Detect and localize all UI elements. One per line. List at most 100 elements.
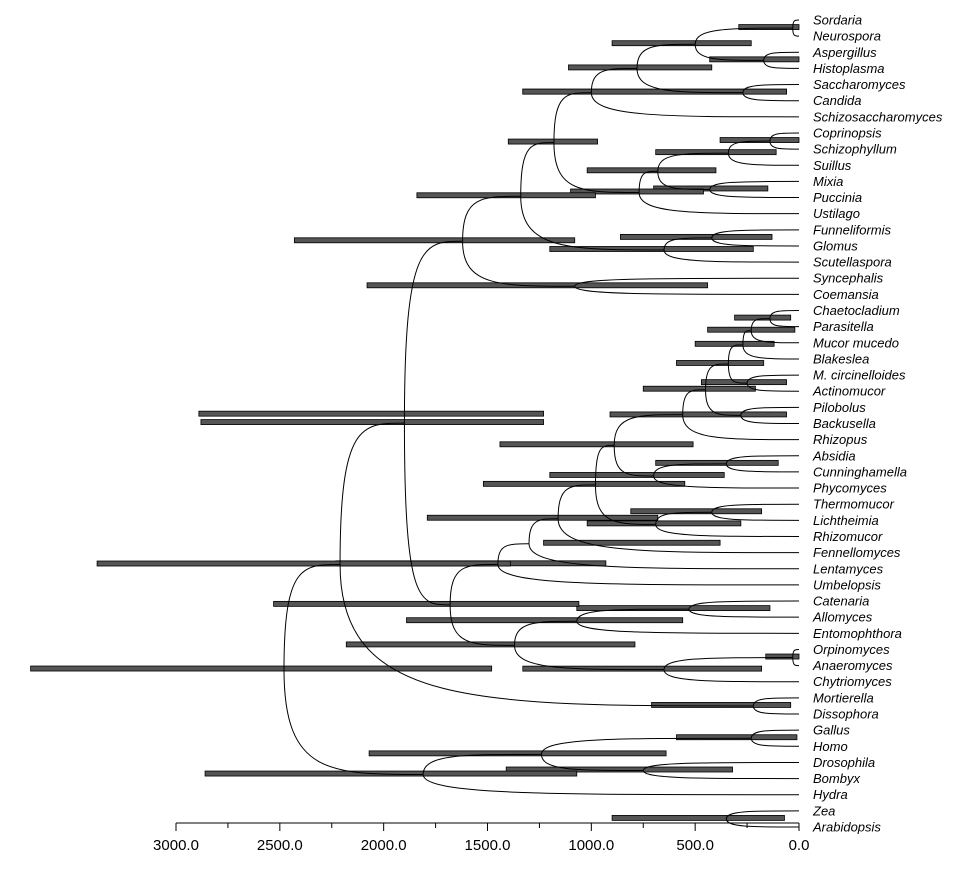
ci-bar-n27 xyxy=(549,472,725,478)
ci-bar-n17 xyxy=(293,237,576,244)
ci-bar-n2 xyxy=(709,56,800,63)
branch-n46-1 xyxy=(540,737,752,755)
branch-n38-2 xyxy=(663,669,800,683)
branch-n36-1 xyxy=(576,608,689,622)
ci-bar-n13 xyxy=(620,233,773,240)
taxon-label: Allomyces xyxy=(812,610,873,625)
ci-bar-n38 xyxy=(522,665,763,672)
taxon-label: Anaeromyces xyxy=(812,658,893,673)
branch-n47-1 xyxy=(422,753,542,775)
branch-n28-2 xyxy=(613,445,654,477)
branch-n1-1 xyxy=(792,19,800,29)
taxon-label: Rhizomucor xyxy=(813,529,883,544)
branch-n43-2 xyxy=(339,564,754,707)
branch-n10-2 xyxy=(657,171,710,190)
branch-n8-2 xyxy=(727,153,800,166)
branch-n39-2 xyxy=(514,645,665,671)
ci-bar-n26 xyxy=(655,459,779,466)
x-tick-label: 1000.0 xyxy=(568,837,614,854)
ci-bar-n8 xyxy=(655,149,777,156)
branch-n30-2 xyxy=(655,524,800,537)
ci-bar-n16 xyxy=(366,282,709,289)
taxon-label: Gallus xyxy=(813,723,850,738)
branch-n13-2 xyxy=(711,237,800,247)
branch-n32-2 xyxy=(557,518,800,554)
branch-n32-1 xyxy=(557,484,596,519)
branch-n2-2 xyxy=(763,60,800,69)
ci-bar-n9 xyxy=(653,185,769,192)
branch-n31-2 xyxy=(594,484,656,525)
branch-n4-2 xyxy=(742,92,800,102)
branch-n15-1 xyxy=(520,142,554,197)
taxon-label: Rhizopus xyxy=(813,432,868,447)
branch-n47-2 xyxy=(422,774,800,796)
taxon-label: Chytriomyces xyxy=(813,674,892,689)
taxon-label: Phycomyces xyxy=(813,481,887,496)
taxon-label: Lentamyces xyxy=(813,561,884,576)
branch-n44-2 xyxy=(750,738,800,747)
ci-bar-n47 xyxy=(204,770,578,777)
taxon-label: Puccinia xyxy=(813,190,862,205)
taxon-label: Saccharomyces xyxy=(813,77,906,92)
branch-n25-2 xyxy=(682,414,800,441)
taxon-label: Orpinomyces xyxy=(813,642,890,657)
branch-n23-1 xyxy=(740,406,800,416)
ci-bar-n32 xyxy=(426,514,659,521)
ci-bar-n48 xyxy=(30,665,493,672)
taxon-label: Aspergillus xyxy=(812,45,877,60)
taxon-label: Backusella xyxy=(813,416,876,431)
taxon-label: Candida xyxy=(813,93,861,108)
branch-n20-2 xyxy=(742,344,800,360)
taxon-label: Absidia xyxy=(812,448,856,463)
branch-n10-1 xyxy=(657,152,729,172)
branch-n17-2 xyxy=(462,241,575,287)
branch-n16-2 xyxy=(574,286,800,295)
branch-n3-1 xyxy=(694,27,793,45)
branch-n7-1 xyxy=(769,132,800,142)
ci-bar-n11 xyxy=(570,188,704,195)
taxon-label: Entomophthora xyxy=(813,626,902,641)
ci-bar-n24 xyxy=(642,385,756,392)
ci-bar-n12 xyxy=(507,138,598,145)
taxon-label: Fennellomyces xyxy=(813,545,901,560)
branch-n46-2 xyxy=(540,754,644,772)
taxon-label: Blakeslea xyxy=(813,351,869,366)
branch-n20-1 xyxy=(742,330,752,345)
x-tick-label: 2500.0 xyxy=(257,837,303,854)
branch-n29-2 xyxy=(711,512,800,521)
ci-bar-n28 xyxy=(499,441,694,448)
branch-n2-1 xyxy=(763,51,800,61)
ci-bar-n31 xyxy=(482,480,686,487)
branch-n42-1 xyxy=(752,697,800,707)
x-tick-label: 500.0 xyxy=(676,837,714,854)
ci-bar-n25 xyxy=(198,410,544,417)
confidence-bars xyxy=(30,24,800,821)
branch-n37-2 xyxy=(792,657,800,667)
taxon-label: Drosophila xyxy=(813,755,875,770)
branch-n36-2 xyxy=(576,621,800,634)
taxon-label: Umbelopsis xyxy=(813,577,881,592)
tree-branches xyxy=(283,19,800,828)
taxon-label: Neurospora xyxy=(813,29,881,44)
branch-n24-2 xyxy=(705,389,741,416)
branch-n26-1 xyxy=(725,455,800,465)
branch-n28-1 xyxy=(613,414,683,446)
branch-n11-2 xyxy=(638,192,800,215)
branch-n16-1 xyxy=(574,277,800,287)
branch-n21-1 xyxy=(746,374,800,384)
ci-bar-n29 xyxy=(630,508,763,515)
ci-bar-n7 xyxy=(719,137,800,143)
taxon-label: Suillus xyxy=(813,158,852,173)
branch-n9-1 xyxy=(709,180,800,190)
ci-bar-n44 xyxy=(676,734,798,741)
branch-n45-1 xyxy=(642,761,800,771)
x-tick-label: 3000.0 xyxy=(153,837,199,854)
branch-n37-1 xyxy=(792,648,800,658)
ci-bar-n42 xyxy=(651,702,792,708)
x-tick-label: 0.0 xyxy=(789,837,810,854)
taxon-label: Hydra xyxy=(813,787,848,802)
x-tick-label: 1500.0 xyxy=(465,837,511,854)
ci-bar-n15 xyxy=(416,192,596,199)
taxon-label: Glomus xyxy=(813,238,858,253)
ci-bar-n41 xyxy=(200,419,544,425)
